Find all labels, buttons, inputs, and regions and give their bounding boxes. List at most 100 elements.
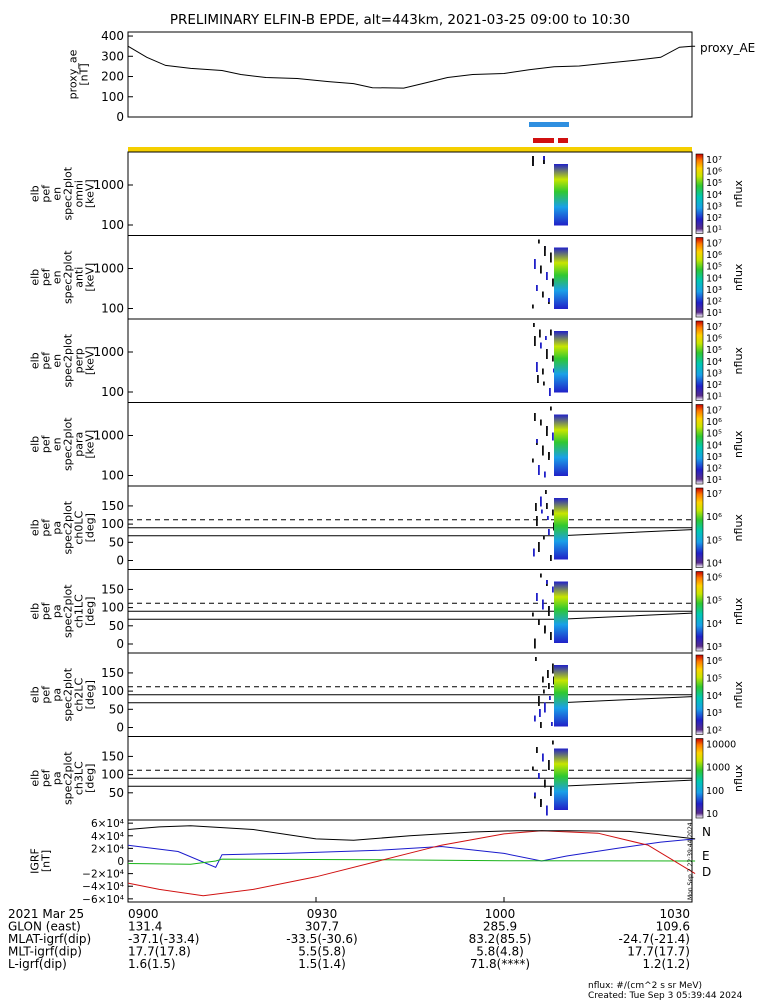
spectrogram-frame bbox=[127, 151, 693, 236]
ae-tick-label: 300 bbox=[101, 49, 124, 63]
colorbar-tick-label: 10² bbox=[706, 380, 722, 391]
spectrogram-ylabel-line: pa bbox=[51, 688, 64, 702]
spectrogram-ylabel-line: elb bbox=[29, 519, 42, 536]
spectrogram-panel: 150 100 50 0 10⁶ 10⁵ 10⁴ 10³ 10² nflux elbpefpaspe… bbox=[29, 652, 745, 737]
colorbar-tick-label: 100 bbox=[706, 786, 724, 797]
spectrogram-pixel bbox=[546, 349, 548, 359]
spectrogram-pixel bbox=[536, 439, 538, 443]
spectrogram-tick-label: 0 bbox=[116, 721, 124, 735]
colorbar-tick-label: 10¹ bbox=[706, 475, 722, 486]
ae-tick-label: 100 bbox=[101, 90, 124, 104]
loss-cone-line bbox=[128, 696, 693, 704]
chart-title: PRELIMINARY ELFIN-B EPDE, alt=443km, 202… bbox=[170, 12, 630, 28]
spectrogram-pixel bbox=[543, 156, 545, 160]
spectrogram-pixel bbox=[548, 760, 550, 770]
ephemeris-value: 71.8(****) bbox=[470, 957, 530, 971]
spectrogram-pixel bbox=[540, 265, 542, 274]
colorbar-tick-label: 10⁴ bbox=[706, 440, 722, 451]
colorbar-tick-label: 10⁵ bbox=[706, 673, 722, 684]
spectrogram-ylabel-line: ch0LC bbox=[73, 511, 86, 545]
spectrogram-pixel bbox=[544, 625, 546, 632]
igrf-series-d bbox=[127, 830, 696, 897]
spectrogram-pixel bbox=[546, 272, 548, 280]
spectrogram-ylabel-line: [keV] bbox=[84, 346, 97, 375]
colorbar-tick-label: 10⁵ bbox=[706, 535, 722, 546]
spectrogram-ylabel-line: perp bbox=[73, 348, 86, 373]
spectrogram-pixel bbox=[538, 465, 540, 475]
spectrogram-tick-label: 100 bbox=[101, 385, 124, 399]
spectrogram-tick-label: 1000 bbox=[93, 178, 124, 192]
spectrogram-ylabel-line: spec2plot bbox=[62, 751, 75, 805]
spectrogram-pixel bbox=[543, 535, 545, 540]
igrf-tick-label: 6×10⁴ bbox=[91, 818, 124, 830]
colorbar-tick-label: 10⁶ bbox=[706, 334, 722, 345]
spectrogram-ylabel-line: en bbox=[51, 270, 64, 284]
spectrogram-pixel bbox=[553, 368, 555, 373]
ephemeris-value: 1.6(1.5) bbox=[128, 957, 176, 971]
spectrogram-tick-label: 1000 bbox=[93, 345, 124, 359]
colorbar-tick-label: 10¹ bbox=[706, 392, 722, 403]
spectrogram-hotspot bbox=[554, 247, 568, 309]
spectrogram-pixel bbox=[552, 509, 554, 516]
spectrogram-panel: 150 100 50 0 10⁶ 10⁵ 10⁴ 10³ nflux elbpefpaspec2p… bbox=[29, 569, 745, 654]
ae-tick-label: 400 bbox=[101, 29, 124, 43]
spectrogram-ylabel-line: pef bbox=[40, 768, 53, 787]
ephemeris-value: -37.1(-33.4) bbox=[128, 932, 199, 946]
spectrogram-ylabel-line: pef bbox=[40, 518, 53, 537]
colorbar-tick-label: 10⁷ bbox=[706, 489, 722, 500]
spectrogram-ylabel-line: spec2plot bbox=[62, 667, 75, 721]
spectrogram-tick-label: 0 bbox=[116, 637, 124, 651]
spectrogram-pixel bbox=[552, 432, 554, 441]
spectrogram-tick-label: 0 bbox=[116, 554, 124, 568]
spectrogram-ylabel-line: [deg] bbox=[84, 597, 97, 626]
spectrogram-ylabel-line: [deg] bbox=[84, 513, 97, 542]
spectrogram-pixel bbox=[539, 709, 541, 717]
science-bar-red bbox=[558, 138, 568, 143]
colorbar-tick-label: 10⁷ bbox=[706, 406, 722, 417]
orbit-bar bbox=[128, 147, 692, 152]
spectrogram-ylabel-line: pa bbox=[51, 771, 64, 785]
spectrogram-pixel bbox=[532, 766, 534, 771]
spectrogram-pixel bbox=[546, 426, 548, 436]
spectrogram-tick-label: 100 bbox=[101, 684, 124, 698]
spectrogram-pixel bbox=[550, 252, 552, 263]
colorbar-tick-label: 10⁵ bbox=[706, 345, 722, 356]
spectrogram-ylabel-line: omni bbox=[73, 180, 86, 207]
spectrogram-tick-label: 150 bbox=[101, 499, 124, 513]
loss-cone-line bbox=[128, 529, 693, 537]
spectrogram-pixel bbox=[552, 586, 554, 593]
igrf-ylabel-line: [nT] bbox=[40, 850, 53, 872]
colorbar-tick-label: 10³ bbox=[706, 708, 722, 719]
spectrogram-hotspot bbox=[554, 164, 568, 226]
colorbar-tick-label: 10⁴ bbox=[706, 559, 722, 570]
spectrogram-ylabel-line: ch2LC bbox=[73, 678, 86, 712]
spectrogram-hotspot bbox=[554, 665, 568, 727]
spectrogram-ylabel-line: en bbox=[51, 187, 64, 201]
spectrogram-ylabel-line: elb bbox=[29, 770, 42, 787]
colorbar-tick-label: 10² bbox=[706, 296, 722, 307]
ephemeris-value: 1.2(1.2) bbox=[642, 957, 690, 971]
spectrogram-pixel bbox=[550, 786, 552, 796]
igrf-legend-n: N bbox=[702, 825, 711, 839]
spectrogram-pixel bbox=[532, 304, 534, 309]
spectrogram-pixel bbox=[542, 599, 544, 610]
spectrogram-pixel bbox=[537, 375, 539, 383]
spectrogram-tick-label: 150 bbox=[101, 666, 124, 680]
spectrogram-pixel bbox=[553, 522, 555, 531]
spectrogram-pixel bbox=[533, 323, 535, 327]
spectrogram-pixel bbox=[535, 657, 537, 661]
ae-legend: proxy_AE bbox=[700, 41, 755, 55]
colorbar bbox=[695, 153, 704, 234]
colorbar-label: nflux bbox=[732, 263, 745, 291]
spectrogram-pixel bbox=[546, 503, 548, 509]
colorbar-tick-label: 10³ bbox=[706, 201, 722, 212]
colorbar-tick-label: 10² bbox=[706, 726, 722, 737]
spectrogram-ylabel-line: elb bbox=[29, 269, 42, 286]
spectrogram-tick-label: 100 bbox=[101, 768, 124, 782]
spectrogram-frame bbox=[127, 402, 693, 487]
ephemeris-label: 2021 Mar 25 bbox=[8, 907, 84, 921]
